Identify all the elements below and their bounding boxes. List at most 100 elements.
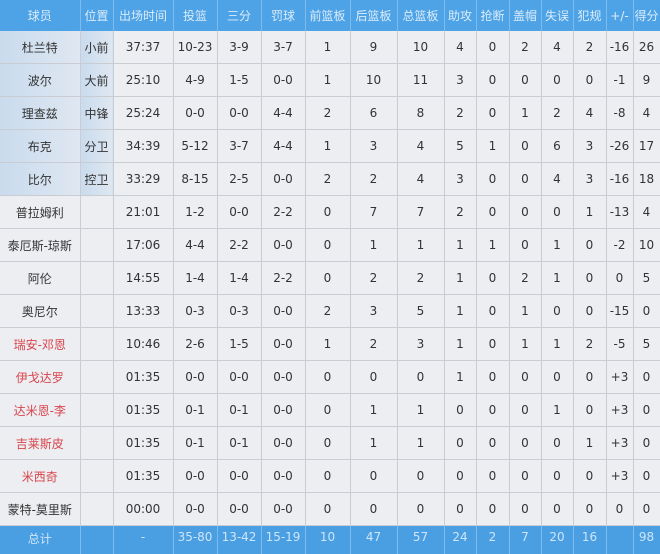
stat-cell: 9 bbox=[350, 31, 397, 64]
stat-cell: 3 bbox=[573, 130, 606, 163]
stat-cell: 2 bbox=[305, 97, 350, 130]
stat-cell: +3 bbox=[606, 460, 633, 493]
column-header[interactable]: 出场时间 bbox=[113, 0, 173, 31]
player-name[interactable]: 吉莱斯皮 bbox=[0, 427, 80, 460]
total-cell: 24 bbox=[444, 526, 476, 554]
stat-cell: 3-9 bbox=[217, 31, 261, 64]
column-header[interactable]: 位置 bbox=[80, 0, 113, 31]
stat-cell: 0 bbox=[397, 460, 444, 493]
column-header[interactable]: 失误 bbox=[541, 0, 573, 31]
player-name[interactable]: 普拉姆利 bbox=[0, 196, 80, 229]
player-name[interactable]: 瑞安-邓恩 bbox=[0, 328, 80, 361]
stat-cell: 1 bbox=[444, 229, 476, 262]
stat-cell: 0 bbox=[444, 427, 476, 460]
stat-cell: 0 bbox=[633, 394, 660, 427]
stat-cell: 1 bbox=[476, 130, 509, 163]
stat-cell: 10 bbox=[350, 64, 397, 97]
stat-cell: 0 bbox=[350, 460, 397, 493]
stat-cell: 0 bbox=[476, 394, 509, 427]
stat-cell: 0 bbox=[633, 361, 660, 394]
position-cell: 控卫 bbox=[80, 163, 113, 196]
stat-cell: 4 bbox=[397, 130, 444, 163]
column-header[interactable]: 总篮板 bbox=[397, 0, 444, 31]
player-name[interactable]: 泰厄斯-琼斯 bbox=[0, 229, 80, 262]
player-name[interactable]: 米西奇 bbox=[0, 460, 80, 493]
stat-cell: 21:01 bbox=[113, 196, 173, 229]
column-header[interactable]: 助攻 bbox=[444, 0, 476, 31]
position-cell: 小前 bbox=[80, 31, 113, 64]
player-name[interactable]: 杜兰特 bbox=[0, 31, 80, 64]
column-header[interactable]: 犯规 bbox=[573, 0, 606, 31]
stat-cell: 1 bbox=[444, 295, 476, 328]
stat-cell: 0 bbox=[541, 493, 573, 526]
stat-cell: 2-2 bbox=[261, 196, 305, 229]
stat-cell: 17:06 bbox=[113, 229, 173, 262]
stat-cell: 4 bbox=[444, 31, 476, 64]
stat-cell: 1 bbox=[397, 229, 444, 262]
stat-cell: 4-4 bbox=[261, 130, 305, 163]
total-cell: 47 bbox=[350, 526, 397, 554]
stat-cell: 0 bbox=[350, 493, 397, 526]
stat-cell: 26 bbox=[633, 31, 660, 64]
stat-cell: 0-0 bbox=[261, 64, 305, 97]
stat-cell: 7 bbox=[350, 196, 397, 229]
stat-cell: 2 bbox=[573, 328, 606, 361]
stat-cell: 0-0 bbox=[217, 97, 261, 130]
player-name[interactable]: 奥尼尔 bbox=[0, 295, 80, 328]
stat-cell: 0 bbox=[509, 460, 541, 493]
total-cell: 16 bbox=[573, 526, 606, 554]
stat-cell: 33:29 bbox=[113, 163, 173, 196]
stat-cell: 4 bbox=[573, 97, 606, 130]
stat-cell: 1 bbox=[541, 262, 573, 295]
stat-cell: -13 bbox=[606, 196, 633, 229]
stat-cell: 0 bbox=[509, 163, 541, 196]
stat-cell: 0 bbox=[541, 361, 573, 394]
column-header[interactable]: 得分 bbox=[633, 0, 660, 31]
column-header[interactable]: 抢断 bbox=[476, 0, 509, 31]
stat-cell: 0 bbox=[509, 229, 541, 262]
player-name[interactable]: 布克 bbox=[0, 130, 80, 163]
stat-cell: 0-0 bbox=[217, 493, 261, 526]
stat-cell: 10 bbox=[397, 31, 444, 64]
total-cell: 2 bbox=[476, 526, 509, 554]
player-name[interactable]: 波尔 bbox=[0, 64, 80, 97]
stat-cell: 01:35 bbox=[113, 394, 173, 427]
column-header[interactable]: 投篮 bbox=[173, 0, 217, 31]
stat-cell: 0 bbox=[573, 262, 606, 295]
stat-cell: 0-0 bbox=[217, 196, 261, 229]
stat-cell: 0 bbox=[573, 229, 606, 262]
column-header[interactable]: 后篮板 bbox=[350, 0, 397, 31]
player-name[interactable]: 蒙特-莫里斯 bbox=[0, 493, 80, 526]
stat-cell: 11 bbox=[397, 64, 444, 97]
column-header[interactable]: 三分 bbox=[217, 0, 261, 31]
player-name[interactable]: 伊戈达罗 bbox=[0, 361, 80, 394]
stat-cell: 2 bbox=[444, 97, 476, 130]
stat-cell: 1 bbox=[541, 328, 573, 361]
stat-cell: 0 bbox=[573, 460, 606, 493]
stat-cell: 1 bbox=[305, 328, 350, 361]
stat-cell: 4 bbox=[541, 163, 573, 196]
stat-cell: 0-1 bbox=[173, 427, 217, 460]
position-cell: 中锋 bbox=[80, 97, 113, 130]
stat-cell: 0-1 bbox=[173, 394, 217, 427]
stat-cell: 4 bbox=[633, 97, 660, 130]
stat-cell: 0 bbox=[476, 328, 509, 361]
player-name[interactable]: 理查兹 bbox=[0, 97, 80, 130]
player-name[interactable]: 阿伦 bbox=[0, 262, 80, 295]
column-header[interactable]: 前篮板 bbox=[305, 0, 350, 31]
stat-cell: 0 bbox=[509, 361, 541, 394]
column-header[interactable]: +/- bbox=[606, 0, 633, 31]
stat-cell: 1-5 bbox=[217, 64, 261, 97]
stat-cell: 10 bbox=[633, 229, 660, 262]
player-name[interactable]: 比尔 bbox=[0, 163, 80, 196]
stat-cell: 2 bbox=[350, 328, 397, 361]
column-header[interactable]: 罚球 bbox=[261, 0, 305, 31]
stat-cell: 0 bbox=[305, 493, 350, 526]
column-header[interactable]: 球员 bbox=[0, 0, 80, 31]
column-header[interactable]: 盖帽 bbox=[509, 0, 541, 31]
player-name[interactable]: 达米恩-李 bbox=[0, 394, 80, 427]
